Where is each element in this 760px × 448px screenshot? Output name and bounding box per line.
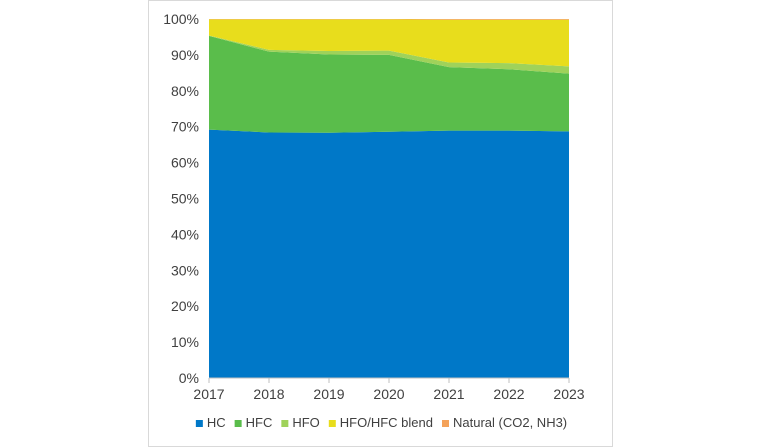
area-series-natural-co2-nh3: [209, 19, 569, 20]
area-series-hfo: [209, 35, 569, 74]
area-series-hfo-hfc-blend: [209, 19, 569, 67]
y-tick-label: 80%: [171, 83, 199, 99]
y-tick-label: 40%: [171, 226, 199, 242]
x-tick-labels: 2017 2018 2019 2020 2021 2022 2023: [193, 386, 584, 402]
x-tick-label: 2020: [373, 386, 404, 402]
legend-item: HC: [195, 415, 226, 430]
stacked-area-chart: 0%10%20%30%40%50%60%70%80%90%100% 2017 20…: [163, 11, 585, 430]
x-tick-label: 2019: [313, 386, 344, 402]
area-series-hc: [209, 129, 569, 378]
y-tick-label: 90%: [171, 47, 199, 63]
y-tick-label: 20%: [171, 298, 199, 314]
legend-item: HFO/HFC blend: [328, 415, 433, 430]
legend-label: HFC: [246, 415, 273, 430]
legend-swatch: [281, 420, 289, 427]
x-tick-label: 2021: [433, 386, 464, 402]
y-tick-label: 0%: [179, 370, 199, 386]
legend-label: Natural (CO2, NH3): [453, 415, 567, 430]
legend-swatch: [195, 420, 203, 427]
area-series-hfc: [209, 35, 569, 133]
legend-label: HC: [207, 415, 226, 430]
legend-label: HFO/HFC blend: [340, 415, 433, 430]
axes: [208, 377, 570, 383]
y-tick-label: 30%: [171, 262, 199, 278]
chart-container: 0% 10% 20% 30% 40% 50% 60% 70% 80% 90% 100% 2017 20…: [148, 0, 613, 447]
x-tick-label: 2022: [493, 386, 524, 402]
y-tick-label: 10%: [171, 334, 199, 350]
x-tick-label: 2018: [253, 386, 284, 402]
legend-swatch: [328, 420, 336, 427]
y-tick-label: 100%: [163, 11, 199, 27]
x-tick-label: 2017: [193, 386, 224, 402]
legend: HC HFC HFO HFO/HFC blend Natural (CO2, NH3): [195, 415, 567, 430]
legend-item: HFC: [234, 415, 273, 430]
area-series-layer: [209, 19, 569, 378]
legend-item: Natural (CO2, NH3): [442, 415, 567, 430]
y-tick-label: 60%: [171, 155, 199, 171]
legend-swatch: [442, 420, 450, 427]
y-tick-label: 70%: [171, 119, 199, 135]
y-tick-labels: 0% 10% 20% 30% 40% 50% 60% 70% 80% 90% 100%: [163, 11, 199, 386]
y-tick-label: 50%: [171, 191, 199, 207]
x-tick-label: 2023: [553, 386, 584, 402]
legend-label: HFO: [292, 415, 319, 430]
legend-swatch: [234, 420, 242, 427]
legend-item: HFO: [281, 415, 320, 430]
